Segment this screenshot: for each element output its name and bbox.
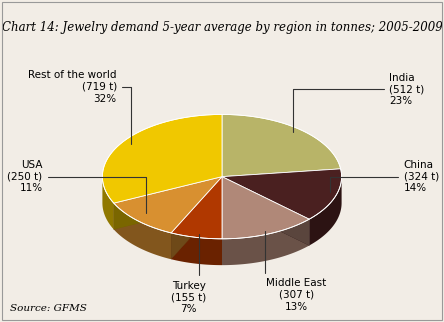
Polygon shape [171, 177, 222, 259]
Text: China
(324 t)
14%: China (324 t) 14% [330, 160, 439, 193]
Polygon shape [222, 177, 309, 239]
Polygon shape [222, 177, 309, 246]
Text: Source: GFMS: Source: GFMS [10, 304, 87, 313]
Polygon shape [171, 177, 222, 259]
Text: Rest of the world
(719 t)
32%: Rest of the world (719 t) 32% [28, 70, 131, 144]
Text: Chart 14: Jewelry demand 5-year average by region in tonnes; 2005-2009: Chart 14: Jewelry demand 5-year average … [2, 21, 442, 34]
Polygon shape [103, 114, 222, 203]
Polygon shape [171, 233, 222, 265]
Polygon shape [171, 177, 222, 259]
Polygon shape [171, 177, 222, 259]
Polygon shape [114, 203, 171, 259]
Polygon shape [114, 177, 222, 233]
Polygon shape [103, 177, 114, 230]
Text: India
(512 t)
23%: India (512 t) 23% [293, 73, 425, 132]
Text: USA
(250 t)
11%: USA (250 t) 11% [8, 160, 146, 213]
Polygon shape [222, 219, 309, 265]
Polygon shape [222, 177, 309, 246]
Polygon shape [114, 177, 222, 230]
Text: Middle East
(307 t)
13%: Middle East (307 t) 13% [265, 231, 326, 311]
Polygon shape [222, 177, 309, 246]
Text: Turkey
(155 t)
7%: Turkey (155 t) 7% [171, 234, 206, 314]
Polygon shape [114, 177, 222, 230]
Polygon shape [309, 177, 341, 246]
Polygon shape [222, 114, 341, 177]
Polygon shape [222, 177, 309, 246]
Polygon shape [114, 177, 222, 230]
Polygon shape [222, 169, 341, 219]
Polygon shape [114, 177, 222, 230]
Polygon shape [171, 177, 222, 239]
